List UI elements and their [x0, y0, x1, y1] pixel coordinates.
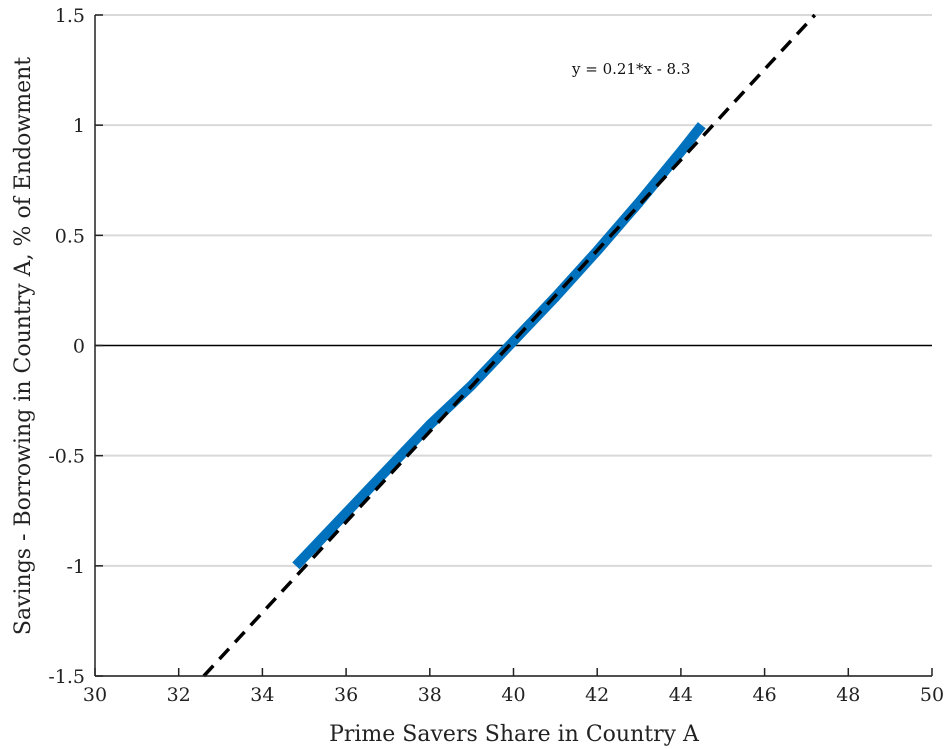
axes: [94, 14, 933, 677]
y-tick-label: -1.5: [48, 666, 85, 688]
y-tick-label: -1: [66, 556, 85, 578]
x-tick-label: 50: [920, 684, 944, 706]
linear-fit-dashed-line: [202, 13, 817, 678]
x-tick-label: 30: [83, 684, 107, 706]
model-series-line: [292, 122, 706, 570]
tick-labels: 30 32 34 36 38 40 42 44 46 48 50 -1.5 -1 -0.5 0 0.5 1 1.5: [48, 5, 944, 706]
y-tick-label: 0.5: [55, 225, 85, 247]
x-tick-label: 48: [836, 684, 860, 706]
x-axis-label: Prime Savers Share in Country A: [329, 722, 700, 747]
y-tick-label: -0.5: [48, 446, 85, 468]
series-layer: [202, 13, 817, 678]
y-tick-label: 1.5: [55, 5, 85, 27]
y-axis-label: Savings - Borrowing in Country A, % of E…: [11, 57, 36, 635]
x-tick-label: 44: [669, 684, 693, 706]
x-tick-label: 46: [753, 684, 777, 706]
fit-equation-annotation: y = 0.21*x - 8.3: [571, 60, 690, 78]
y-tick-label: 0: [73, 336, 85, 358]
x-tick-label: 40: [501, 684, 525, 706]
x-tick-label: 42: [585, 684, 609, 706]
x-tick-label: 38: [418, 684, 442, 706]
x-tick-label: 34: [250, 684, 274, 706]
x-tick-label: 36: [334, 684, 358, 706]
y-tick-label: 1: [73, 115, 85, 137]
x-tick-label: 32: [167, 684, 191, 706]
